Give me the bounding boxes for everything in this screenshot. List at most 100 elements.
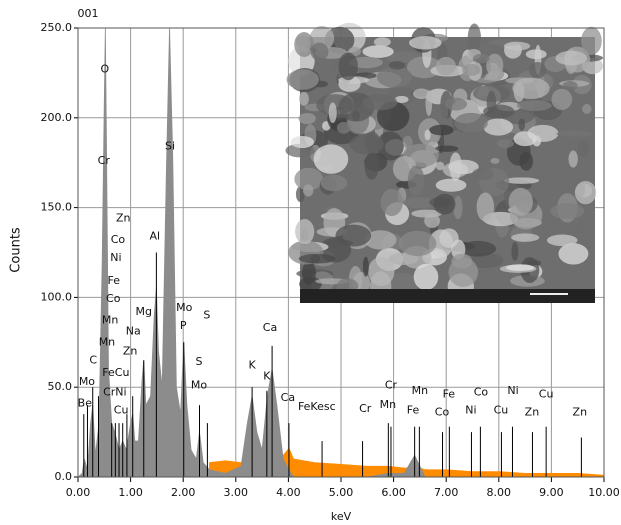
element-label: Na bbox=[126, 325, 141, 338]
element-label: Cr bbox=[385, 378, 398, 391]
x-tick-label: 5.00 bbox=[329, 486, 354, 499]
sem-grain bbox=[291, 136, 314, 148]
x-tick-label: 10.00 bbox=[588, 486, 620, 499]
sem-grain bbox=[381, 189, 403, 216]
element-label: K bbox=[263, 369, 271, 382]
sem-grain bbox=[529, 62, 546, 79]
element-label: Mn bbox=[99, 335, 115, 348]
sem-grain bbox=[506, 264, 534, 271]
element-label: Co bbox=[111, 233, 126, 246]
y-tick-label: 150.0 bbox=[41, 201, 73, 214]
sem-grain bbox=[310, 43, 328, 61]
element-label: Be bbox=[78, 396, 93, 409]
sem-grain bbox=[414, 264, 439, 290]
sem-grain bbox=[449, 258, 479, 287]
x-axis-label: keV bbox=[331, 510, 352, 523]
sem-grain bbox=[582, 104, 591, 114]
y-axis-label: Counts bbox=[9, 227, 24, 273]
sem-grain bbox=[509, 188, 533, 216]
sem-grain bbox=[569, 150, 578, 167]
element-label: Fe bbox=[407, 404, 420, 417]
sem-grain bbox=[576, 221, 585, 235]
element-label: FeCu bbox=[102, 366, 129, 379]
sem-grain bbox=[445, 98, 467, 111]
sem-grain bbox=[519, 152, 533, 171]
sem-grain bbox=[578, 140, 590, 157]
element-label: Ni bbox=[465, 404, 476, 417]
chart: 001 Counts keV 0.050.0100.0150.0200.0250… bbox=[0, 0, 621, 525]
x-tick-label: 7.00 bbox=[434, 486, 459, 499]
sem-grain bbox=[295, 219, 314, 244]
sem-grain bbox=[552, 89, 573, 110]
element-label: S bbox=[203, 308, 210, 321]
element-label: K bbox=[248, 359, 256, 372]
y-tick-label: 100.0 bbox=[41, 290, 73, 303]
y-tick-label: 250.0 bbox=[41, 21, 73, 34]
sem-grain bbox=[409, 36, 442, 49]
sem-grain bbox=[424, 130, 430, 141]
sem-grain bbox=[487, 91, 497, 114]
sem-grain bbox=[547, 235, 578, 247]
sem-grain bbox=[403, 136, 413, 149]
element-label: O bbox=[100, 62, 109, 75]
element-label: Cr bbox=[359, 402, 372, 415]
element-label: Mn bbox=[380, 398, 396, 411]
x-tick-label: 9.00 bbox=[539, 486, 564, 499]
sem-grain bbox=[563, 81, 578, 91]
sem-grain bbox=[462, 64, 480, 76]
element-label: Zn bbox=[573, 405, 588, 418]
sem-grain bbox=[363, 94, 398, 110]
element-label: Mo bbox=[79, 375, 95, 388]
sem-grain bbox=[314, 144, 349, 174]
sem-grain bbox=[377, 67, 412, 88]
sem-grain bbox=[518, 119, 525, 131]
sem-grain bbox=[449, 152, 461, 180]
sem-grain bbox=[433, 194, 455, 215]
element-label: Mg bbox=[136, 305, 152, 318]
sem-grain bbox=[473, 54, 490, 64]
element-label: Si bbox=[165, 140, 175, 153]
sem-grain bbox=[321, 175, 348, 191]
sem-grain bbox=[511, 242, 518, 261]
sem-grain bbox=[497, 139, 514, 148]
sem-grain bbox=[413, 88, 430, 99]
x-tick-label: 2.00 bbox=[171, 486, 196, 499]
sem-grain bbox=[329, 102, 337, 123]
sem-grain bbox=[472, 168, 494, 181]
sem-grain bbox=[435, 145, 459, 151]
sem-grain bbox=[298, 113, 315, 124]
sem-grain bbox=[517, 100, 552, 111]
element-label: Mo bbox=[191, 378, 207, 391]
sem-grain bbox=[454, 113, 488, 133]
element-label: Co bbox=[474, 386, 489, 399]
sem-grain bbox=[424, 214, 440, 228]
sem-grain bbox=[555, 51, 587, 65]
sem-grain bbox=[364, 153, 378, 180]
element-label: Zn bbox=[525, 405, 540, 418]
element-label: Ca bbox=[281, 391, 295, 404]
x-tick-label: 8.00 bbox=[487, 486, 512, 499]
element-label: Ni bbox=[110, 251, 121, 264]
sem-grain bbox=[483, 118, 513, 135]
element-label: Cr bbox=[98, 154, 111, 167]
sem-grain bbox=[436, 57, 456, 75]
sem-grain bbox=[490, 158, 499, 164]
sem-grain bbox=[581, 27, 602, 55]
sem-grain bbox=[338, 52, 357, 80]
element-label: C bbox=[89, 353, 97, 366]
sem-grain bbox=[575, 181, 596, 204]
element-label: Co bbox=[106, 292, 121, 305]
element-label: S bbox=[195, 355, 202, 368]
sem-grain bbox=[504, 42, 530, 51]
sem-grain bbox=[550, 203, 584, 219]
element-label: CrNi bbox=[103, 386, 127, 399]
element-label: Cu bbox=[494, 404, 509, 417]
sem-grain bbox=[303, 184, 313, 196]
sem-grain bbox=[287, 69, 320, 89]
x-tick-label: 1.00 bbox=[118, 486, 143, 499]
element-label: Mo bbox=[176, 301, 192, 314]
sem-grain bbox=[429, 125, 453, 136]
x-tick-label: 4.00 bbox=[276, 486, 301, 499]
sem-grain bbox=[363, 257, 369, 277]
y-tick-label: 0.0 bbox=[55, 470, 73, 483]
